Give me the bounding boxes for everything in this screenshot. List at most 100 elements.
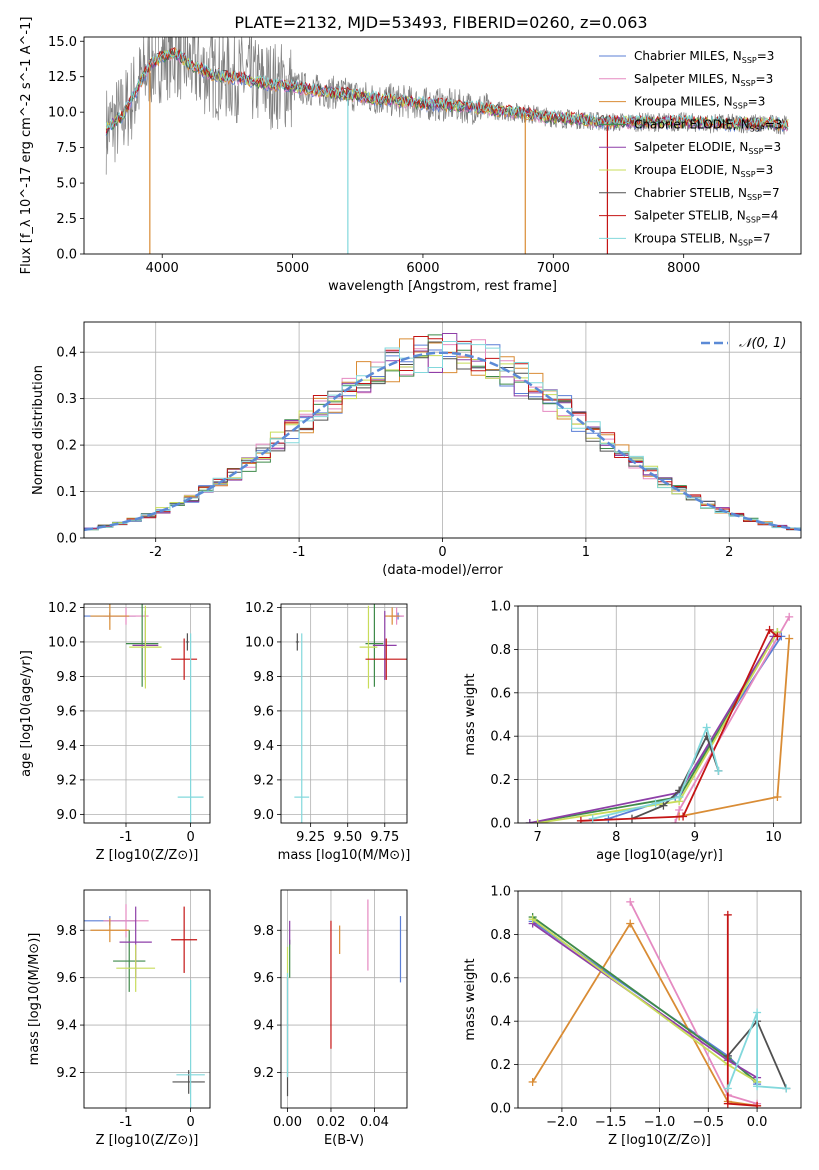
y-tick-label: 9.8	[253, 924, 274, 939]
legend-entry-sub: SSP	[748, 147, 763, 156]
x-tick-label: 8	[612, 830, 620, 845]
legend-entry: Kroupa MILES, NSSP=3	[634, 95, 765, 111]
legend-entry: Chabrier ELODIE, NSSP=3	[634, 117, 782, 133]
x-tick-label: 4000	[146, 261, 179, 276]
y-tick-label: 0.3	[56, 392, 77, 407]
y-tick-label: 10.0	[245, 635, 274, 650]
y-tick-label: 9.2	[56, 1066, 77, 1081]
x-tick-label: 9.25	[296, 830, 325, 845]
x-tick-label: 0	[186, 830, 194, 845]
y-tick-label: 0.4	[490, 1015, 511, 1030]
y-tick-label: 15.0	[48, 35, 77, 50]
legend-entry: Kroupa STELIB, NSSP=7	[634, 231, 771, 247]
plot-area	[294, 604, 407, 823]
plot-area	[84, 333, 801, 532]
y-tick-label: 9.4	[253, 1019, 274, 1034]
y-tick-label: 9.2	[253, 773, 274, 788]
x-axis-label: wavelength [Angstrom, rest frame]	[328, 279, 557, 294]
x-tick-label: 0.04	[360, 1115, 389, 1130]
model-spectrum-line	[105, 49, 789, 130]
x-axis-label: Z [log10(Z/Z⊙)]	[608, 1133, 711, 1148]
legend-entry-sub: SSP	[742, 56, 757, 65]
y-tick-label: 0.6	[490, 971, 511, 986]
x-tick-label: 6000	[406, 261, 439, 276]
y-tick-label: 7.5	[56, 141, 77, 156]
y-tick-label: 10.0	[48, 635, 77, 650]
weight-line	[580, 628, 778, 822]
y-tick-label: 9.0	[253, 808, 274, 823]
x-axis-label: age [log10(age/yr)]	[596, 848, 723, 863]
y-tick-label: 9.4	[253, 739, 274, 754]
x-axis-label: Z [log10(Z/Z⊙)]	[96, 848, 199, 863]
y-tick-label: 9.2	[253, 1066, 274, 1081]
y-tick-label: 0.4	[490, 730, 511, 745]
x-tick-label: 5000	[276, 261, 309, 276]
legend-entry-value: =3	[756, 163, 774, 177]
x-tick-label: 1	[582, 545, 590, 560]
panel-residuals: 𝒩(0, 1) -2 -1 0 1 2 0.0 0.1 0.2 0.3 0.4 (data-model…	[31, 321, 802, 578]
plot-area	[84, 604, 204, 823]
legend-entry-value: =4	[761, 209, 779, 223]
panel-mass_vs_ebv: 0.00 0.02 0.04 9.2 9.4 9.6 9.8 E(B-V)	[253, 889, 408, 1148]
weight-line	[674, 616, 790, 823]
normal-curve	[84, 351, 801, 532]
x-tick-label: −1.5	[595, 1115, 627, 1130]
legend-entry-value: =3	[756, 72, 774, 86]
figure-title: PLATE=2132, MJD=53493, FIBERID=0260, z=0…	[234, 13, 647, 32]
legend-entry-sub: SSP	[741, 170, 756, 179]
legend-entry-sub: SSP	[746, 216, 761, 225]
x-tick-label: 0.02	[316, 1115, 345, 1130]
y-tick-label: 0.4	[56, 346, 77, 361]
plot-area	[528, 897, 791, 1108]
y-axis-label: mass weight	[463, 958, 478, 1040]
y-tick-label: 0.0	[56, 532, 77, 547]
legend-entry: Salpeter STELIB, NSSP=4	[634, 209, 778, 225]
y-tick-label: 2.5	[56, 212, 77, 227]
x-tick-label: 0	[438, 545, 446, 560]
legend-entry-value: =3	[748, 95, 766, 109]
axes-frame	[83, 36, 802, 255]
y-tick-label: 12.5	[48, 70, 77, 85]
weight-line	[726, 1012, 787, 1090]
y-tick-label: 0.0	[490, 817, 511, 832]
y-tick-label: 9.6	[253, 704, 274, 719]
y-axis-label: age [log10(age/yr)]	[19, 650, 34, 777]
x-tick-label: -1	[293, 545, 306, 560]
legend-entry-text: Chabrier ELODIE, N	[634, 117, 750, 131]
y-tick-label: 0.8	[490, 928, 511, 943]
legend-entry: Salpeter ELODIE, NSSP=3	[634, 140, 781, 156]
weight-line	[529, 635, 775, 823]
x-tick-label: 0.00	[273, 1115, 302, 1130]
x-axis-label: E(B-V)	[324, 1133, 364, 1148]
y-tick-label: 0.0	[56, 248, 77, 263]
y-axis-label: Normed distribution	[31, 365, 46, 495]
y-tick-label: 0.1	[56, 485, 77, 500]
legend-entry-sub: SSP	[733, 102, 748, 111]
axes-frame	[280, 603, 408, 824]
x-tick-label: 2	[725, 545, 733, 560]
y-tick-label: 9.8	[56, 924, 77, 939]
y-tick-label: 1.0	[490, 600, 511, 615]
legend-entry-text: Chabrier STELIB, N	[634, 186, 747, 200]
y-tick-label: 10.2	[245, 601, 274, 616]
legend-entry-value: =7	[762, 186, 780, 200]
y-tick-label: 9.4	[56, 739, 77, 754]
plot-area	[525, 612, 794, 823]
legend-entry-text: Salpeter ELODIE, N	[634, 140, 748, 154]
plot-area	[84, 904, 205, 1108]
x-tick-label: 8000	[667, 261, 700, 276]
panel-age_vs_Z: -1 0 9.0 9.2 9.4 9.6 9.8 10.0 10.2 Z [log10(Z/Z⊙)…	[19, 601, 211, 863]
legend-entry: Chabrier MILES, NSSP=3	[634, 49, 774, 65]
y-tick-label: 0.2	[56, 439, 77, 454]
y-tick-label: 10.2	[48, 601, 77, 616]
legend-entry-text: Salpeter STELIB, N	[634, 209, 746, 223]
legend-entry-text: Salpeter MILES, N	[634, 72, 741, 86]
plot-area	[105, 37, 789, 254]
y-axis-label: Flux [f_λ 10^-17 erg cm^-2 s^-1 A^-1]	[19, 17, 34, 275]
x-tick-label: 9	[691, 830, 699, 845]
panel-weight_vs_Z: −2.0 −1.5 −1.0 −0.5 0.0 0.0 0.2 0.4 0.6 0.8 1.0 Z […	[463, 885, 802, 1148]
weight-line	[537, 631, 779, 823]
